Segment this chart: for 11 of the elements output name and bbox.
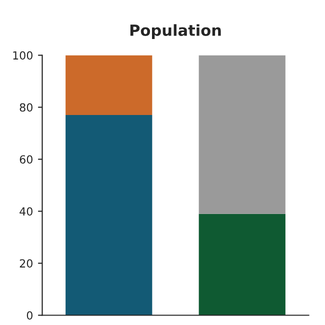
y-tick-label: 40 [20,207,32,216]
bar [198,214,286,316]
bar [66,115,152,316]
y-tick-label: 0 [26,311,32,320]
y-tick-label: 80 [20,103,32,112]
bar [66,55,152,116]
chart-title: Population [130,24,221,39]
y-tick-label: 60 [20,155,32,164]
bar [198,55,286,214]
y-tick-label: 20 [20,259,32,268]
y-tick-label: 100 [13,51,32,60]
